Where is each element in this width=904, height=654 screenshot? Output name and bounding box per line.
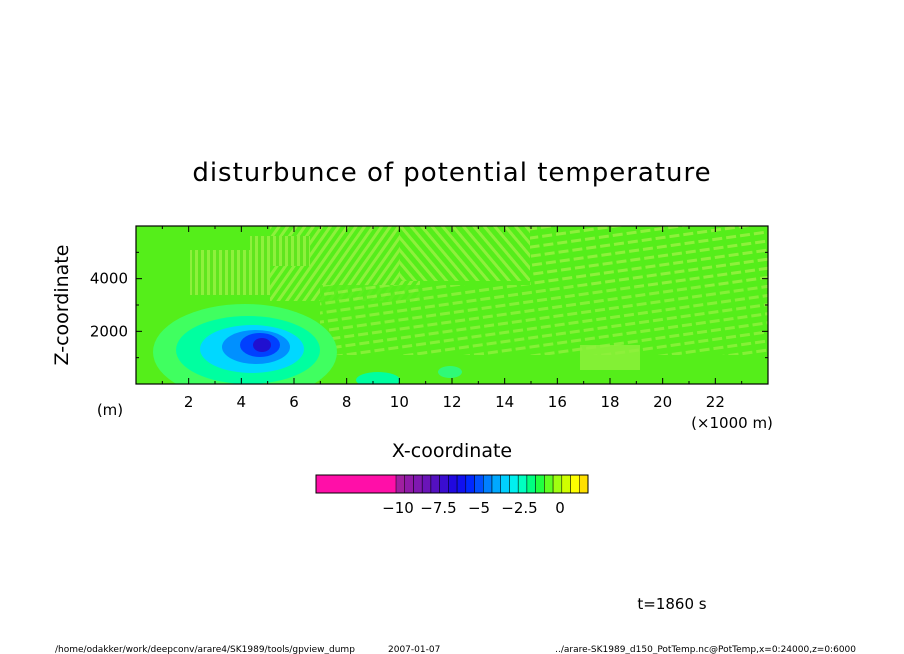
colorbar-swatch: [439, 474, 449, 494]
x-tick-label: 14: [495, 393, 514, 411]
colorbar: −10 −7.5 −5 −2.5 0: [315, 474, 589, 517]
colorbar-tick-label: −10: [382, 499, 414, 517]
x-axis-title: X-coordinate: [392, 440, 512, 462]
x-tick-label: 16: [548, 393, 567, 411]
colorbar-swatch: [552, 474, 563, 494]
footer-date: 2007-01-07: [388, 645, 440, 654]
x-tick-label: 6: [289, 393, 299, 411]
x-tick-label: 8: [342, 393, 352, 411]
colorbar-swatch: [579, 474, 589, 494]
colorbar-swatch: [526, 474, 536, 494]
colorbar-swatch: [413, 474, 423, 494]
stripe-region-4: [320, 285, 768, 355]
x-tick-label: 4: [237, 393, 247, 411]
footer-source: ../arare-SK1989_d150_PotTemp.nc@PotTemp,…: [555, 645, 856, 654]
colorbar-tick-label: −2.5: [501, 499, 537, 517]
colorbar-swatch: [483, 474, 493, 494]
x-tick-label: 20: [653, 393, 672, 411]
colorbar-swatch: [465, 474, 475, 494]
colorbar-swatch: [544, 474, 554, 494]
colorbar-swatch: [535, 474, 545, 494]
x-axis: 2 4 6 8 10 12 14 16 18 20 22: [161, 226, 743, 411]
colorbar-swatch: [491, 474, 501, 494]
colorbar-swatch: [561, 474, 571, 494]
y-tick-label: 2000: [90, 322, 128, 340]
warm-patch: [580, 345, 640, 370]
colorbar-swatch: [517, 474, 528, 494]
colorbar-tick-label: 0: [555, 499, 565, 517]
colorbar-swatch: [474, 474, 484, 494]
y-unit-label: (m): [97, 401, 123, 419]
colorbar-underflow: [316, 475, 396, 493]
colorbar-swatch: [570, 474, 580, 494]
time-label: t=1860 s: [637, 595, 706, 613]
x-tick-label: 12: [442, 393, 461, 411]
x-tick-label: 18: [600, 393, 619, 411]
small-anomaly-2: [438, 366, 462, 378]
small-anomaly: [356, 372, 400, 384]
x-tick-label: 2: [184, 393, 194, 411]
y-axis-title: Z-coordinate: [51, 245, 73, 366]
colorbar-swatch: [395, 474, 405, 494]
colorbar-frame: [315, 474, 589, 494]
colorbar-swatch: [404, 474, 414, 494]
colorbar-swatch: [430, 474, 440, 494]
y-tick-label: 4000: [90, 270, 128, 288]
x-tick-label: 22: [706, 393, 725, 411]
stripe-region-3: [530, 226, 768, 286]
footer-path: /home/odakker/work/deepconv/arare4/SK198…: [55, 645, 355, 654]
colorbar-swatch: [421, 474, 432, 494]
colorbar-swatch: [509, 474, 519, 494]
heatmap-field: [136, 226, 768, 384]
anomaly-core: [253, 338, 271, 352]
stripe-region-6: [250, 236, 310, 266]
colorbar-swatch: [456, 474, 467, 494]
colorbar-tick-label: −5: [468, 499, 490, 517]
colorbar-swatch: [500, 474, 510, 494]
stripe-region-2: [400, 226, 540, 281]
y-axis: 2000 4000: [90, 251, 768, 359]
x-tick-label: 10: [390, 393, 409, 411]
colorbar-tick-label: −7.5: [420, 499, 456, 517]
chart-title: disturbunce of potential temperature: [192, 158, 711, 188]
colorbar-swatch: [448, 474, 458, 494]
x-unit-label: (×1000 m): [691, 414, 773, 432]
